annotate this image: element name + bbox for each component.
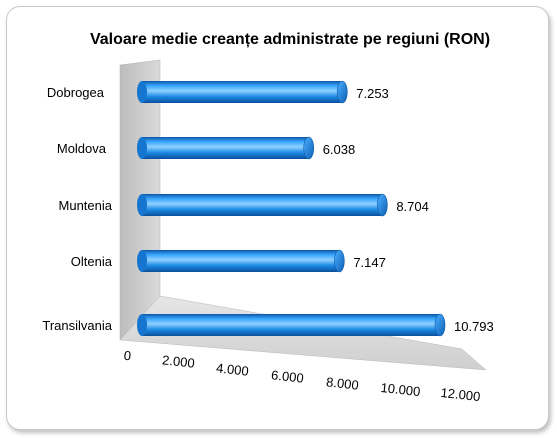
bar [142,137,309,159]
x-tick-label: 0 [123,348,132,364]
data-label: 8.704 [396,199,429,214]
x-tick-label: 6.000 [271,367,305,385]
bar-start-cap [137,81,147,103]
bar-start-cap [137,314,147,336]
x-tick-label: 4.000 [216,360,250,378]
bar-end-cap [336,80,348,104]
category-label: Dobrogea [47,85,105,100]
bar [142,250,340,272]
data-label: 6.038 [323,142,356,157]
data-label: 7.253 [356,86,389,101]
category-label: Muntenia [59,198,113,213]
bar-start-cap [137,137,147,159]
x-tick-label: 12.000 [440,385,481,404]
bar-end-cap [377,193,388,217]
bar-end-cap [303,136,315,160]
bar-start-cap [137,194,147,216]
chart-title: Valoare medie creanțe administrate pe re… [90,31,490,48]
data-label: 10.793 [454,319,494,334]
bar [142,314,440,336]
x-tick-label: 8.000 [326,374,360,392]
bar-end-cap [334,249,345,273]
x-tick-label: 2.000 [162,352,196,370]
bar-end-cap [434,313,446,337]
category-label: Oltenia [71,254,113,269]
category-label: Transilvania [42,318,112,333]
data-label: 7.147 [353,255,386,270]
x-tick-label: 10.000 [380,380,421,399]
bar [142,194,383,216]
bar [142,81,343,103]
category-label: Moldova [57,141,107,156]
bar-start-cap [137,250,147,272]
